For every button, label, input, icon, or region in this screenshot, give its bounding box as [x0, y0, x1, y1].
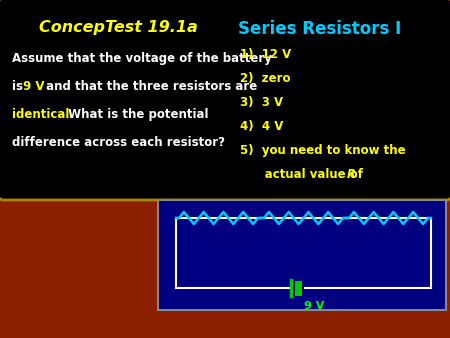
Bar [158, 200, 446, 310]
Text: Series Resistors I: Series Resistors I [238, 20, 401, 38]
FancyBboxPatch shape [0, 0, 450, 200]
Text: and that the three resistors are: and that the three resistors are [42, 80, 257, 93]
Text: What is the potential: What is the potential [64, 108, 208, 121]
Text: R: R [347, 168, 356, 181]
Text: actual value of: actual value of [240, 168, 367, 181]
Text: Assume that the voltage of the battery: Assume that the voltage of the battery [12, 52, 272, 65]
Text: ConcepTest 19.1a: ConcepTest 19.1a [39, 20, 198, 35]
Text: identical.: identical. [12, 108, 74, 121]
Text: 9 V: 9 V [304, 301, 324, 311]
Text: 3)  3 V: 3) 3 V [240, 96, 283, 109]
Text: difference across each resistor?: difference across each resistor? [12, 136, 225, 149]
Text: 4)  4 V: 4) 4 V [240, 120, 284, 133]
Text: 2)  zero: 2) zero [240, 72, 291, 85]
Text: 5)  you need to know the: 5) you need to know the [240, 144, 405, 157]
Text: 9 V: 9 V [23, 80, 45, 93]
Text: 1)  12 V: 1) 12 V [240, 48, 291, 61]
Text: is: is [12, 80, 27, 93]
